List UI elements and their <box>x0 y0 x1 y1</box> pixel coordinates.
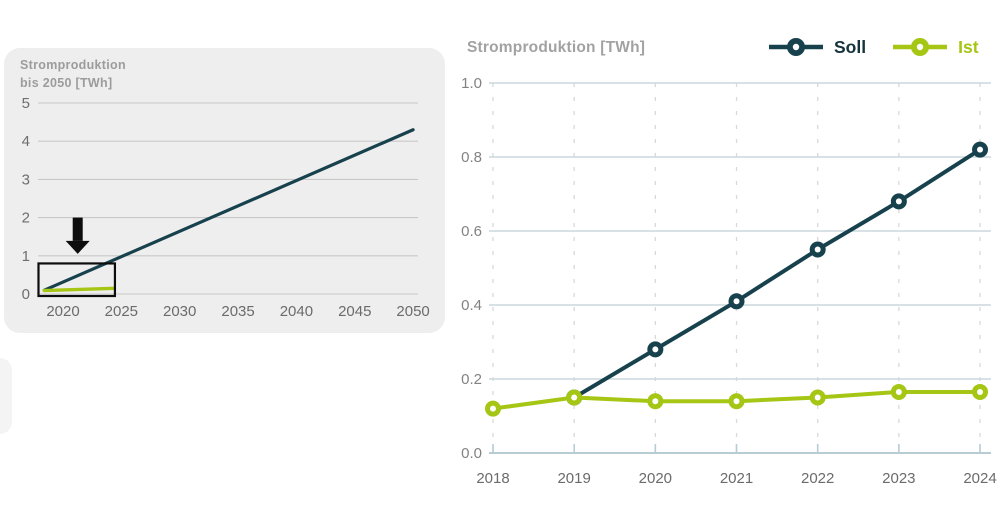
detail-y-tick-label: 0.2 <box>461 371 482 388</box>
partial-card-edge <box>0 358 12 434</box>
detail-x-tick-label: 2020 <box>639 470 672 487</box>
zoom-highlight-box <box>37 262 117 298</box>
soll-legend-marker-icon <box>769 38 823 56</box>
detail-y-tick-label: 0.6 <box>461 223 482 240</box>
detail-x-axis: 2018 2019 2020 2021 2022 2023 2024 <box>476 444 997 487</box>
detail-y-tick-label: 0.4 <box>461 297 482 314</box>
overview-y-tick-label: 1 <box>22 248 30 265</box>
overview-title-line2: bis 2050 [TWh] <box>20 76 113 91</box>
detail-x-tick-label: 2018 <box>476 470 509 487</box>
detail-x-tick-label: 2024 <box>963 470 996 487</box>
overview-x-tick-labels: 2020 2025 2030 2035 2040 2045 2050 <box>46 303 429 320</box>
detail-y-tick-label: 1.0 <box>461 75 482 92</box>
overview-series-soll <box>42 128 415 292</box>
overview-y-tick-label: 4 <box>22 133 30 150</box>
down-arrow-icon <box>65 217 90 254</box>
overview-x-tick-label: 2040 <box>280 303 313 320</box>
overview-x-tick-label: 2050 <box>396 303 429 320</box>
overview-x-tick-label: 2045 <box>338 303 371 320</box>
detail-x-tick-label: 2021 <box>720 470 753 487</box>
detail-y-tick-label: 0.0 <box>461 445 482 462</box>
overview-y-tick-label: 3 <box>22 171 30 188</box>
overview-line-chart: 0 1 2 3 4 5 2020 2025 2030 2035 2040 2045 2050 <box>22 95 430 320</box>
overview-series-ist <box>42 286 117 293</box>
detail-y-tick-label: 0.8 <box>461 149 482 166</box>
overview-y-tick-label: 2 <box>22 210 30 227</box>
overview-gridlines: 0 1 2 3 4 5 <box>22 95 418 303</box>
detail-chart-title: Stromproduktion [TWh] <box>467 39 646 56</box>
ist-legend-marker-icon <box>893 38 948 56</box>
overview-chart-card: Stromproduktion bis 2050 [TWh] 0 1 2 3 4 5 202… <box>4 48 445 333</box>
legend-item-ist: Ist <box>892 36 979 58</box>
overview-title-line1: Stromproduktion <box>20 58 126 72</box>
overview-x-tick-label: 2025 <box>105 303 138 320</box>
soll-legend-label: Soll <box>834 36 867 57</box>
detail-x-tick-label: 2023 <box>882 470 915 487</box>
detail-x-tick-label: 2019 <box>557 470 590 487</box>
detail-series-soll <box>566 141 989 406</box>
overview-x-tick-label: 2030 <box>163 303 196 320</box>
overview-chart-title: Stromproduktion bis 2050 [TWh] <box>20 56 126 92</box>
legend-item-soll: Soll <box>768 36 866 58</box>
ist-legend-label: Ist <box>958 36 979 57</box>
overview-x-tick-label: 2020 <box>46 303 79 320</box>
legend: Soll Ist <box>768 36 979 58</box>
detail-x-tick-label: 2022 <box>801 470 834 487</box>
overview-x-tick-label: 2035 <box>221 303 254 320</box>
overview-y-tick-label: 0 <box>22 286 30 303</box>
detail-series-ist <box>485 383 989 417</box>
overview-y-tick-label: 5 <box>22 95 30 112</box>
